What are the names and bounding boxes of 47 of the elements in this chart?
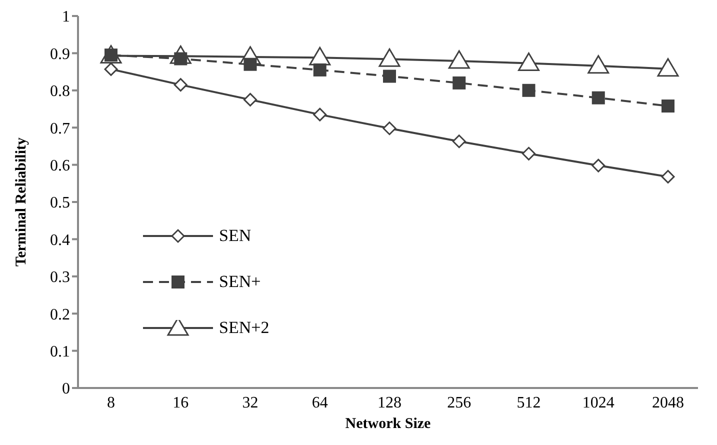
x-tick-label: 256	[447, 394, 472, 412]
x-tick-label: 16	[172, 394, 189, 412]
y-tick-label: 0	[62, 380, 70, 398]
point	[383, 70, 396, 83]
point	[518, 52, 540, 71]
point	[592, 91, 605, 104]
x-tick-label: 128	[378, 394, 402, 412]
point	[313, 63, 326, 76]
point	[592, 158, 606, 172]
y-tick-label: 0.2	[50, 306, 70, 324]
point	[452, 76, 466, 90]
point	[309, 46, 331, 66]
y-tick-label: 0.9	[50, 46, 70, 63]
point	[662, 100, 674, 113]
x-tick-label: 1024	[582, 394, 614, 412]
point	[448, 50, 470, 69]
legend-label: SEN+2	[219, 318, 270, 338]
point	[522, 146, 536, 160]
point	[588, 55, 610, 74]
y-tick-label: 0.3	[50, 269, 70, 286]
y-tick-label: 0.1	[50, 343, 70, 360]
x-tick-label: 64	[312, 394, 328, 412]
point	[382, 122, 396, 136]
x-tick-label: 2048	[652, 394, 684, 412]
legend-label: SEN+	[219, 272, 261, 292]
legend-label: SEN	[219, 226, 252, 246]
y-tick-label: 0.8	[50, 83, 70, 100]
x-tick-label: 8	[107, 394, 115, 412]
point	[522, 84, 536, 97]
y-tick-label: 0.7	[50, 120, 70, 138]
x-tick-label: 32	[242, 394, 258, 412]
point	[174, 78, 188, 92]
point	[657, 58, 679, 77]
y-tick-label: 0.4	[50, 232, 70, 249]
point	[378, 48, 400, 67]
x-tick-label: 512	[516, 394, 541, 412]
point	[452, 134, 466, 148]
point	[244, 92, 257, 106]
x-axis-title: Network Size	[345, 416, 432, 432]
y-tick-label: 0.6	[50, 157, 70, 174]
point	[313, 108, 327, 122]
y-tick-label: 0.5	[50, 194, 70, 212]
point	[661, 170, 675, 184]
point	[104, 62, 118, 76]
y-tick-label: 1	[62, 8, 70, 26]
point	[244, 58, 257, 71]
y-axis-title: Terminal Reliability	[13, 136, 30, 267]
